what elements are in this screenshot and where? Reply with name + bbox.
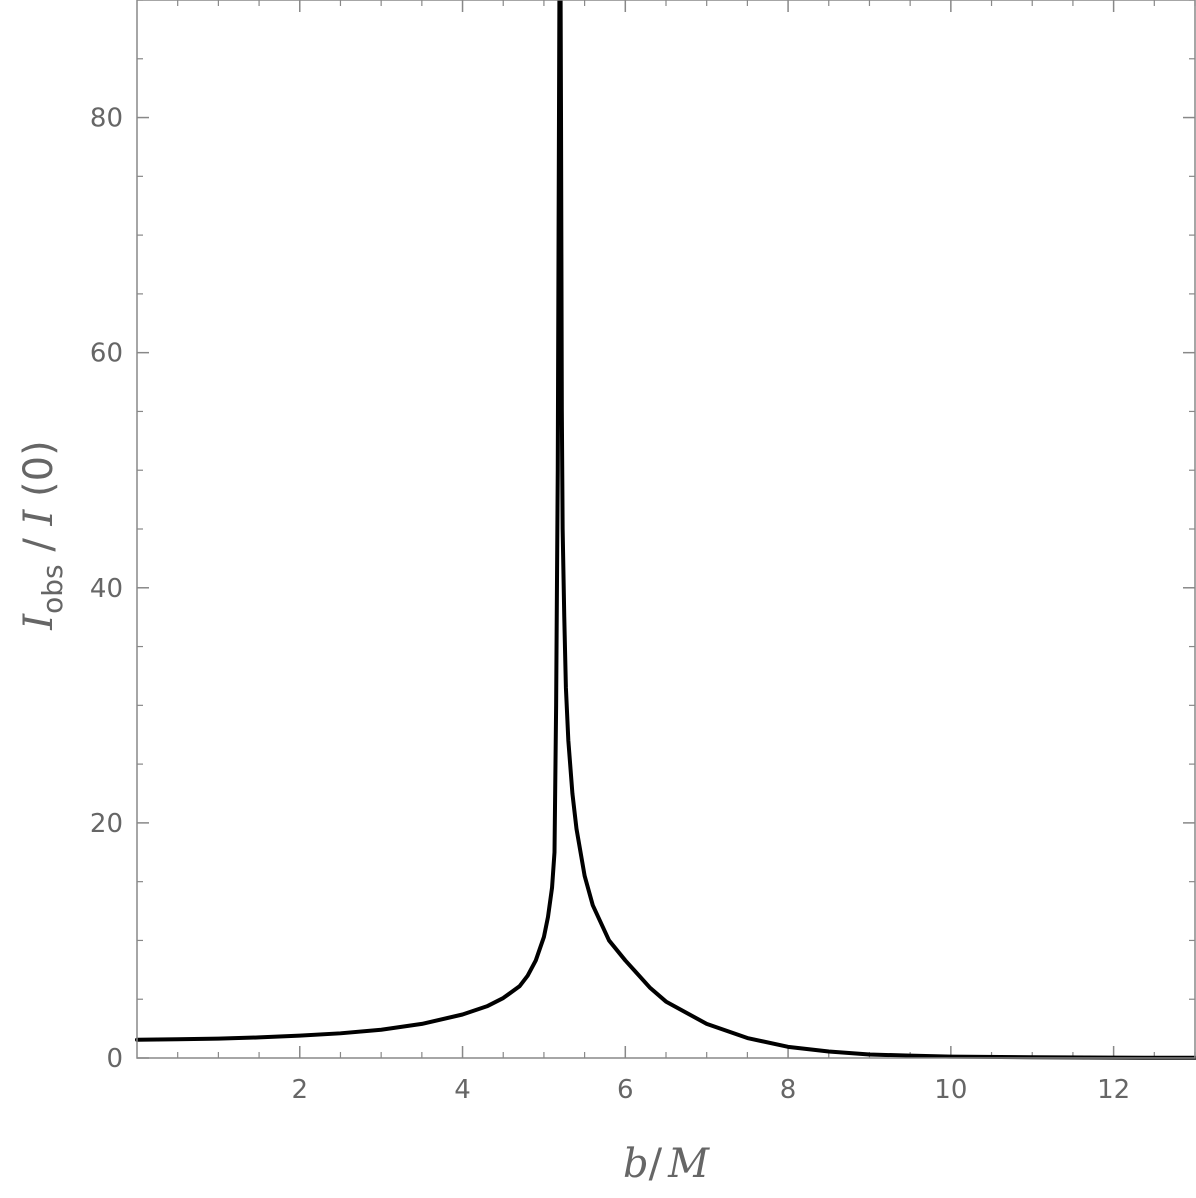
y-axis-title-arg: (0) bbox=[16, 440, 62, 509]
y-axis-title-I: I bbox=[16, 613, 62, 631]
y-major-ticks bbox=[137, 116, 1195, 1059]
y-tick-label: 0 bbox=[106, 1044, 123, 1074]
y-axis-title-sub: obs bbox=[36, 564, 69, 614]
y-tick-labels: 0 20 40 60 80 bbox=[90, 104, 123, 1074]
x-axis-title-M: M bbox=[667, 1141, 710, 1187]
x-tick-label: 8 bbox=[780, 1075, 797, 1105]
y-axis-title-I0: I bbox=[16, 508, 62, 526]
x-major-ticks bbox=[299, 0, 1115, 1058]
x-minor-ticks bbox=[177, 0, 1196, 1058]
y-axis-title: Iobs / I (0) bbox=[16, 440, 69, 630]
y-tick-label: 80 bbox=[90, 104, 123, 134]
x-tick-labels: 2 4 6 8 10 12 bbox=[291, 1075, 1130, 1105]
y-tick-label: 60 bbox=[90, 339, 123, 369]
x-tick-label: 2 bbox=[291, 1075, 308, 1105]
x-axis-title: b/M bbox=[623, 1141, 710, 1187]
plot-frame bbox=[136, 0, 1196, 1059]
series-group bbox=[135, 0, 1196, 1060]
y-axis-title-sep: / bbox=[16, 525, 62, 564]
x-tick-label: 4 bbox=[454, 1075, 471, 1105]
y-tick-label: 20 bbox=[90, 809, 123, 839]
series-line bbox=[135, 0, 1196, 1060]
y-tick-label: 40 bbox=[90, 574, 123, 604]
x-axis-title-sep: / bbox=[649, 1141, 663, 1187]
x-tick-label: 12 bbox=[1097, 1075, 1130, 1105]
x-axis-title-b: b bbox=[623, 1141, 649, 1187]
x-tick-label: 10 bbox=[934, 1075, 967, 1105]
y-minor-ticks bbox=[137, 0, 1195, 1000]
x-tick-label: 6 bbox=[617, 1075, 634, 1105]
